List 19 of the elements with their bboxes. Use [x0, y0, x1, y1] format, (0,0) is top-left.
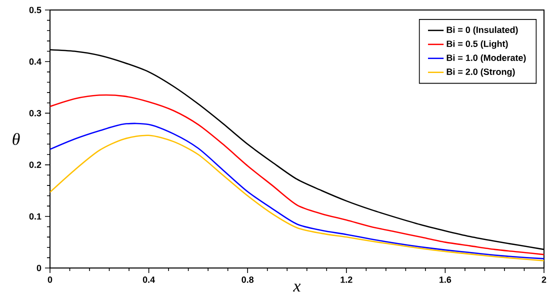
legend-label: Bi = 2.0 (Strong): [446, 68, 515, 77]
legend-label: Bi = 0.5 (Light): [446, 40, 508, 49]
x-tick-label: 2: [542, 276, 546, 283]
y-tick-label: 0.3: [29, 110, 42, 116]
line-series: [50, 94, 544, 256]
x-tick-label: 0.4: [142, 276, 155, 283]
y-tick-label: 0.2: [29, 162, 42, 168]
x-tick-label: 0: [48, 276, 52, 283]
y-tick-label: 0.5: [29, 6, 42, 14]
x-tick-label: 1.6: [440, 276, 452, 283]
legend-label: Bi = 1.0 (Moderate): [446, 54, 526, 63]
y-tick-label: 0: [36, 264, 42, 272]
x-axis-title: x: [293, 284, 301, 292]
x-tick-label: 1.2: [340, 276, 352, 283]
x-tick-label: 0.8: [242, 276, 254, 283]
y-axis-title: θ: [12, 132, 20, 146]
legend-label: Bi = 0 (Insulated): [446, 26, 518, 35]
y-tick-label: 0.1: [29, 213, 42, 220]
y-tick-label: 0.4: [29, 58, 42, 65]
